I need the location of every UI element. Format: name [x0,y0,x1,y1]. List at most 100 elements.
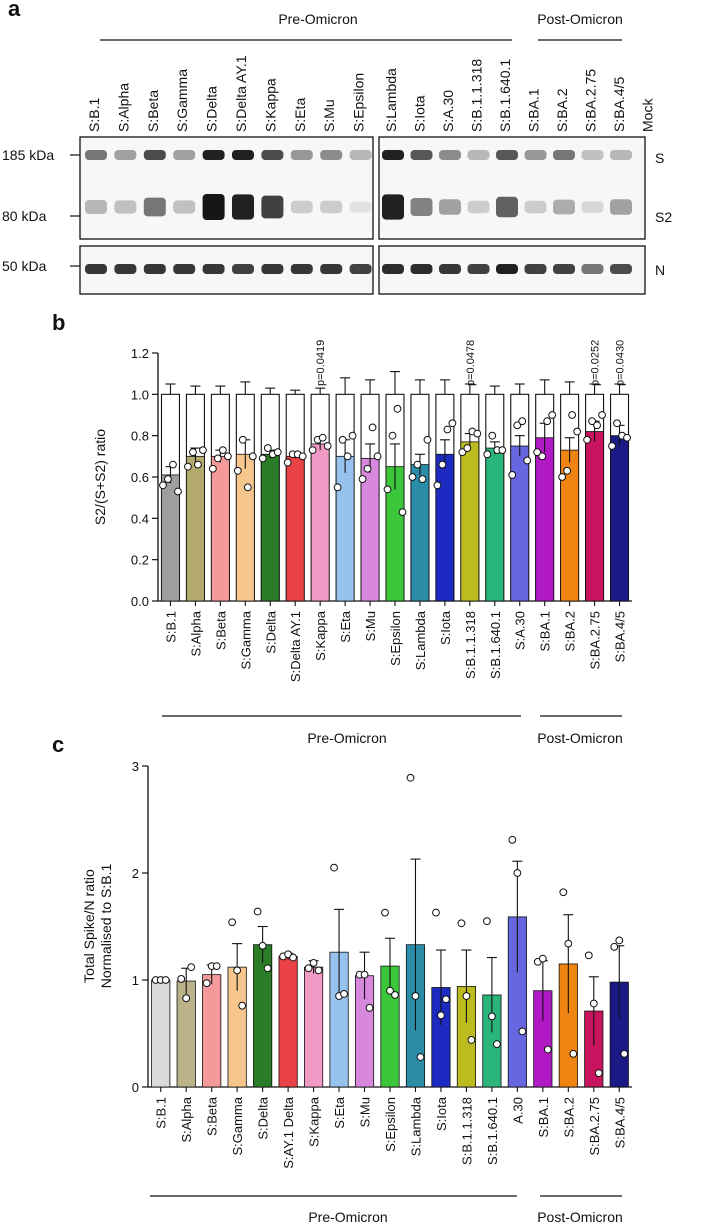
data-point [314,966,323,975]
data-point [309,958,318,967]
blot-band-N [320,264,343,274]
lane-label: S:Kappa [262,78,278,132]
blot-band-N [581,264,604,274]
data-point [573,427,582,436]
y-tick-label: 3 [132,759,139,774]
data-point [358,475,367,483]
data-point [406,773,415,782]
blot-band-N [290,264,313,274]
data-point [363,464,372,473]
data-point [613,419,621,428]
blot-band-S2 [85,200,107,214]
data-point [333,483,342,492]
x-tick-label: S:Delta AY.1 [288,611,303,682]
bar [410,464,430,602]
bar [460,441,480,602]
y-axis-label-line1: Total Spike/N ratio [81,869,97,983]
data-point [538,452,547,461]
x-tick-label: S:BA.2.75 [587,1097,602,1156]
x-tick-label: S:BA.2 [561,1097,576,1137]
y-tick-label: 1.2 [131,346,149,361]
data-point [508,471,517,479]
x-tick-label: S:B.1.640.1 [485,1097,500,1165]
x-tick-label: S:B.1 [163,611,178,643]
data-point [212,962,221,970]
x-tick-label: S:BA.1 [536,1097,551,1137]
blot-band-N [410,264,433,274]
data-point [463,444,472,452]
bar [235,453,255,602]
data-point [304,964,313,973]
data-point [523,456,532,465]
data-point [508,835,517,844]
marker-label: 185 kDa [2,147,54,163]
data-point [623,433,631,442]
data-point [487,1012,496,1021]
data-point [518,1027,527,1036]
panel-a-pre-omicron-label: Pre-Omicron [278,11,357,27]
blot-band-S2 [261,195,284,219]
blot-band-S2 [553,199,575,215]
data-point [263,444,272,452]
lane-label: S:Iota [412,95,428,132]
y-tick-label: 0.8 [131,429,149,444]
data-point [343,452,352,461]
blot-band-S2 [349,201,372,213]
data-point [569,1049,578,1058]
blot-band-S2 [114,200,137,214]
bar [260,453,280,602]
post-omicron-label: Post-Omicron [537,1209,623,1225]
lane-label: S:A.30 [440,90,456,132]
blot-band-N [553,264,575,274]
lane-label: S:Gamma [174,69,190,132]
bar [485,447,505,602]
blot-band-S2 [610,199,632,215]
data-point [598,411,606,419]
blot-band-S2 [173,200,196,214]
lane-label: S:BA.4/5 [611,77,627,132]
data-point [248,452,257,461]
band-label: N [655,262,665,278]
data-point [593,421,601,430]
lane-label: S:Eta [292,98,308,132]
data-point [411,992,420,1000]
blot-band-N [232,264,254,274]
chart-c: 0 1 2 3 S:B.1 S:Alpha S:Beta S:Gamma S:Delta S:AY… [81,759,632,1225]
data-point [423,435,432,444]
data-point [543,1045,552,1054]
p-value: p=0.0478 [465,340,477,386]
band-label: S [655,150,664,166]
blot-band-N [349,264,372,274]
x-tick-label: S:Mu [358,1097,373,1127]
data-point [393,404,402,413]
data-point [588,417,596,426]
blot-band-S2 [496,196,518,218]
data-point [513,869,522,877]
x-tick-label: S:Epsilon [388,611,403,666]
lane-label: S:Delta [204,86,220,132]
data-point [164,475,172,483]
lane-label: S:Alpha [115,83,131,132]
blot-band-N [114,264,137,274]
y-tick-label: 1.0 [131,387,149,402]
blot-band-S [524,150,547,160]
y-tick-label: 0.6 [131,470,149,485]
lane-label: S:BA.1 [526,88,542,132]
blot-band-S2 [143,197,166,217]
panel-c-letter: c [52,732,64,757]
data-point [233,966,242,975]
data-point [258,454,267,463]
lane-label: S:B.1.640.1 [497,59,513,132]
x-tick-label: S:Kappa [313,610,328,661]
data-point [263,964,272,973]
panel-b-letter: b [52,310,65,335]
blot-band-S2 [232,194,254,220]
y-axis-label-line2: Normalised to S:B.1 [98,864,114,989]
x-tick-label: S:B.1.640.1 [488,611,503,679]
data-point [199,446,207,455]
blot-band-N [382,264,404,274]
y-tick-label: 0.0 [131,594,149,609]
x-tick-label: S:Delta [263,610,278,653]
data-point [174,487,182,496]
data-point [559,888,568,897]
